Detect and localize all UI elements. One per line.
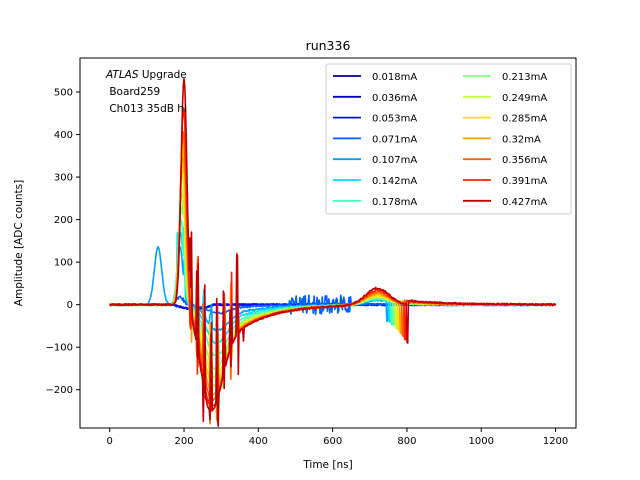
annotation-line-1: ATLAS Upgrade [105, 69, 187, 81]
y-tick-label: −200 [46, 385, 73, 396]
y-axis-label: Amplitude [ADC counts] [13, 180, 25, 306]
legend-label: 0.391mA [502, 176, 547, 187]
legend-box [325, 63, 572, 215]
atlas-annotation: ATLAS Upgrade Board259 Ch013 35dB hi [105, 69, 187, 115]
y-tick-label: 200 [54, 215, 73, 226]
legend-label: 0.285mA [502, 114, 547, 125]
y-tick-label: 400 [54, 130, 73, 141]
legend-label: 0.356mA [502, 155, 547, 166]
legend-label: 0.018mA [372, 72, 417, 83]
annotation-atlas: ATLAS [105, 69, 139, 81]
y-tick-label: 500 [54, 88, 73, 99]
x-tick-label: 200 [174, 436, 193, 447]
legend-label: 0.107mA [372, 155, 417, 166]
y-axis: −200 −100 0 100 200 300 400 500 [46, 88, 80, 396]
legend: 0.018mA 0.036mA 0.053mA 0.071mA 0.107mA 0.142… [325, 63, 572, 215]
x-tick-label: 1200 [543, 436, 568, 447]
x-tick-label: 800 [397, 436, 416, 447]
x-tick-label: 0 [107, 436, 113, 447]
legend-label: 0.32mA [502, 134, 541, 145]
legend-label: 0.142mA [372, 176, 417, 187]
series-line-0.427mA [109, 77, 557, 427]
x-axis: 0 200 400 600 800 1000 1200 [107, 428, 568, 447]
annotation-upgrade: Upgrade [139, 69, 187, 81]
legend-label: 0.178mA [372, 197, 417, 208]
legend-label: 0.071mA [372, 134, 417, 145]
x-tick-label: 1000 [469, 436, 494, 447]
legend-label: 0.249mA [502, 93, 547, 104]
legend-label: 0.427mA [502, 197, 547, 208]
legend-label: 0.053mA [372, 114, 417, 125]
legend-label: 0.036mA [372, 93, 417, 104]
x-tick-label: 400 [249, 436, 268, 447]
y-tick-label: −100 [46, 343, 73, 354]
series-group [109, 77, 557, 427]
x-axis-label: Time [ns] [302, 459, 352, 471]
plot-frame [79, 57, 577, 429]
legend-label: 0.213mA [502, 72, 547, 83]
y-tick-label: 300 [54, 173, 73, 184]
y-tick-label: 100 [54, 258, 73, 269]
annotation-line-2: Board259 [106, 86, 160, 98]
x-tick-label: 600 [323, 436, 342, 447]
chart-title: run336 [306, 38, 351, 53]
annotation-line-3: Ch013 35dB hi [106, 103, 187, 115]
y-tick-label: 0 [67, 300, 73, 311]
